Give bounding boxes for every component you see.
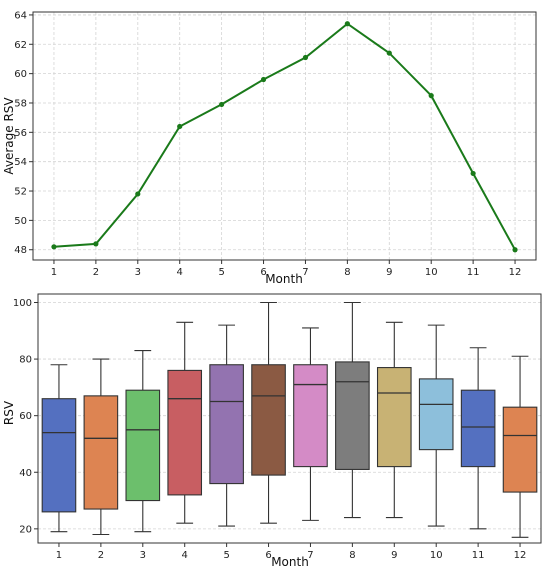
line-chart-x-tick-label: 1: [51, 267, 57, 278]
line-chart-y-tick-label: 60: [14, 69, 27, 80]
box-chart-x-tick-label: 3: [140, 550, 146, 561]
line-point: [93, 241, 99, 247]
line-point: [302, 54, 309, 61]
line-point: [428, 93, 434, 99]
line-chart-y-axis-label: Average RSV: [2, 97, 16, 175]
box-chart-x-tick-label: 12: [514, 550, 527, 561]
line-chart-x-tick-label: 7: [302, 267, 308, 278]
box-month-3: [125, 350, 161, 533]
box-chart-x-tick-label: 8: [349, 550, 355, 561]
line-chart-y-tick-label: 52: [14, 187, 27, 198]
line-chart-x-tick-label: 12: [509, 267, 522, 278]
box-iqr: [209, 364, 244, 485]
box-chart-x-tick-label: 4: [182, 550, 188, 561]
box-chart-x-tick-label: 11: [472, 550, 485, 561]
box-chart-x-tick-label: 10: [430, 550, 443, 561]
box-iqr: [502, 406, 538, 493]
line-chart-x-tick-label: 9: [386, 267, 392, 278]
line-chart-y-tick-label: 64: [14, 10, 27, 21]
line-chart-frame: [32, 11, 537, 261]
line-chart-y-ticks: 48 50 52 54 56 58 60 62 64: [14, 10, 33, 256]
line-chart-grid: [33, 12, 536, 260]
line-chart-x-tick-label: 8: [344, 267, 350, 278]
line-point: [135, 191, 141, 197]
box-chart-x-tick-label: 2: [98, 550, 104, 561]
box-month-6: [251, 301, 286, 524]
line-chart-y-tick-label: 58: [14, 98, 27, 109]
box-month-11: [460, 347, 496, 530]
box-month-9: [376, 321, 412, 519]
line-series: [53, 22, 516, 251]
box-chart-x-tick-label: 1: [56, 550, 62, 561]
line-chart-y-tick-label: 48: [14, 245, 27, 256]
box-chart-y-axis-label: RSV: [2, 400, 16, 425]
line-point: [512, 247, 518, 253]
box-chart-x-tick-label: 9: [391, 550, 397, 561]
box-chart-x-tick-label: 5: [223, 550, 229, 561]
box-iqr: [460, 389, 496, 468]
box-chart-x-tick-label: 6: [265, 550, 271, 561]
line-chart-y-tick-label: 62: [14, 40, 27, 51]
line-chart-y-tick-label: 56: [14, 128, 27, 139]
line-chart-y-tick-label: 54: [14, 157, 27, 168]
box-iqr: [418, 378, 454, 451]
box-month-2: [83, 358, 119, 536]
box-chart-y-tick-label: 100: [13, 298, 32, 309]
line-chart-x-ticks: 1 2 3 4 5 6 7 8 9 10 11 12: [51, 260, 522, 278]
box-chart-x-tick-label: 7: [307, 550, 313, 561]
box-month-4: [167, 321, 203, 524]
line-chart-x-tick-label: 2: [93, 267, 99, 278]
line-point: [219, 101, 225, 108]
box-chart-y-tick-label: 20: [19, 524, 32, 535]
line-point: [51, 244, 57, 250]
line-chart-x-axis-label: Month: [265, 272, 303, 286]
line-chart-x-tick-label: 5: [218, 267, 224, 278]
box-chart-x-axis-label: Month: [271, 555, 309, 569]
line-chart-x-tick-label: 6: [260, 267, 266, 278]
line-point: [177, 123, 183, 130]
line-chart-x-tick-label: 4: [177, 267, 183, 278]
line-point: [386, 50, 392, 56]
box-month-5: [209, 324, 244, 527]
box-chart-frame: [37, 293, 542, 544]
line-chart-x-tick-label: 11: [467, 267, 480, 278]
box-chart-y-ticks: 20 40 60 80 100: [13, 298, 38, 535]
box-iqr: [83, 395, 119, 510]
line-series-points: [51, 21, 518, 253]
box-iqr: [335, 361, 370, 470]
box-month-8: [335, 301, 370, 519]
line-point: [470, 170, 476, 177]
line-chart-y-tick-label: 50: [14, 216, 27, 227]
box-iqr: [167, 369, 203, 496]
line-chart-x-tick-label: 10: [425, 267, 438, 278]
box-month-10: [418, 324, 454, 527]
box-iqr: [41, 398, 77, 513]
box-month-7: [293, 327, 328, 521]
box-chart-y-tick-label: 80: [19, 355, 32, 366]
box-iqr: [251, 364, 286, 476]
box-iqr: [376, 367, 412, 468]
box-month-1: [41, 364, 77, 533]
box-month-12: [502, 355, 538, 538]
box-chart-grid: [38, 302, 541, 530]
box-iqr: [293, 364, 328, 468]
box-chart-y-tick-label: 40: [19, 468, 32, 479]
line-point: [344, 21, 350, 27]
box-chart-boxes: [41, 301, 538, 538]
box-chart-x-ticks: 1 2 3 4 5 6 7 8 9 10 11 12: [56, 543, 527, 561]
box-iqr: [125, 389, 161, 502]
line-point: [260, 76, 267, 83]
line-chart-x-tick-label: 3: [135, 267, 141, 278]
box-chart-y-tick-label: 60: [19, 411, 32, 422]
